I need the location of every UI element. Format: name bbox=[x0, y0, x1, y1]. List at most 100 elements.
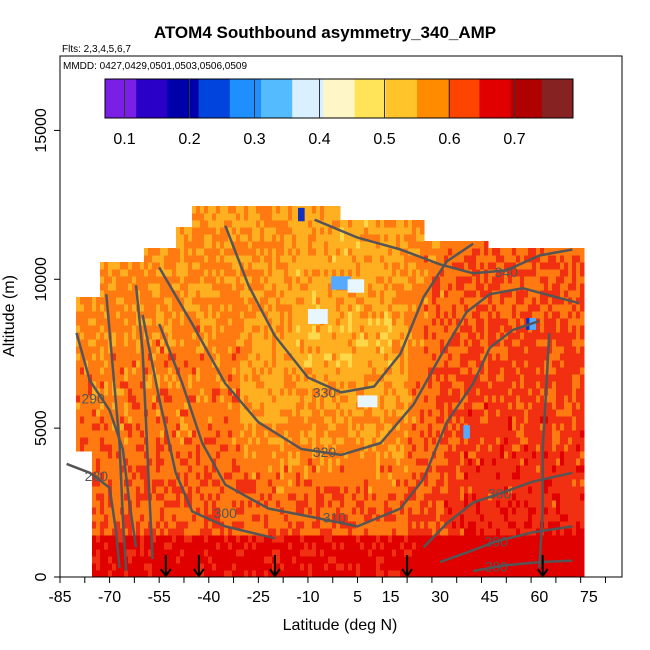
field-cell bbox=[208, 402, 213, 410]
field-cell bbox=[132, 465, 137, 473]
field-cell bbox=[444, 374, 449, 382]
field-cell bbox=[480, 437, 485, 445]
field-cell bbox=[448, 444, 453, 452]
field-cell bbox=[252, 486, 257, 494]
field-cell bbox=[228, 423, 233, 431]
field-cell bbox=[276, 255, 281, 263]
field-cell bbox=[272, 318, 277, 326]
field-cell bbox=[96, 367, 101, 375]
field-cell bbox=[412, 409, 417, 417]
field-cell bbox=[380, 248, 385, 256]
field-cell bbox=[200, 325, 205, 333]
field-cell bbox=[412, 248, 417, 256]
field-cell bbox=[448, 542, 453, 550]
field-cell bbox=[380, 479, 385, 487]
field-cell bbox=[168, 486, 173, 494]
field-cell bbox=[296, 290, 301, 298]
field-cell bbox=[220, 395, 225, 403]
field-cell bbox=[372, 325, 377, 333]
field-cell bbox=[360, 262, 365, 270]
field-cell bbox=[252, 367, 257, 375]
field-cell bbox=[324, 465, 329, 473]
field-cell bbox=[168, 374, 173, 382]
field-cell bbox=[448, 563, 453, 571]
field-cell bbox=[336, 430, 341, 438]
field-cell bbox=[420, 262, 425, 270]
field-cell bbox=[264, 241, 269, 249]
field-cell bbox=[372, 570, 377, 577]
field-cell bbox=[372, 444, 377, 452]
field-cell bbox=[328, 563, 333, 571]
field-cell bbox=[216, 479, 221, 487]
field-cell bbox=[288, 402, 293, 410]
field-cell bbox=[316, 402, 321, 410]
field-cell bbox=[200, 465, 205, 473]
field-cell bbox=[176, 325, 181, 333]
field-cell bbox=[344, 535, 349, 543]
field-cell bbox=[160, 311, 165, 319]
field-cell bbox=[280, 227, 285, 235]
field-cell bbox=[160, 570, 165, 577]
field-cell bbox=[112, 269, 117, 277]
field-cell bbox=[272, 486, 277, 494]
field-cell bbox=[268, 528, 273, 536]
field-cell bbox=[212, 493, 217, 501]
field-cell bbox=[424, 325, 429, 333]
field-cell bbox=[180, 570, 185, 577]
field-cell bbox=[368, 332, 373, 340]
field-cell bbox=[276, 388, 281, 396]
field-cell bbox=[228, 360, 233, 368]
field-cell bbox=[320, 570, 325, 577]
field-cell bbox=[252, 276, 257, 284]
field-cell bbox=[168, 521, 173, 529]
field-cell bbox=[328, 395, 333, 403]
field-cell bbox=[100, 388, 105, 396]
field-cell bbox=[224, 220, 229, 228]
field-cell bbox=[336, 262, 341, 270]
field-cell bbox=[420, 416, 425, 424]
field-cell bbox=[376, 451, 381, 459]
field-cell bbox=[388, 549, 393, 557]
field-cell bbox=[376, 248, 381, 256]
field-cell bbox=[88, 423, 93, 431]
field-cell bbox=[476, 542, 481, 550]
field-cell bbox=[116, 360, 121, 368]
field-cell bbox=[412, 430, 417, 438]
field-cell bbox=[384, 283, 389, 291]
field-cell bbox=[444, 353, 449, 361]
field-cell bbox=[172, 514, 177, 522]
field-cell bbox=[296, 304, 301, 312]
field-cell bbox=[160, 283, 165, 291]
field-cell bbox=[216, 528, 221, 536]
field-cell bbox=[472, 416, 477, 424]
field-cell bbox=[304, 220, 309, 228]
field-cell bbox=[364, 304, 369, 312]
field-cell bbox=[268, 241, 273, 249]
field-cell bbox=[168, 549, 173, 557]
field-cell bbox=[308, 521, 313, 529]
field-cell bbox=[184, 556, 189, 564]
field-cell bbox=[332, 374, 337, 382]
field-cell bbox=[112, 451, 117, 459]
field-cell bbox=[400, 262, 405, 270]
field-cell bbox=[352, 465, 357, 473]
field-cell bbox=[440, 570, 445, 577]
field-cell bbox=[96, 451, 101, 459]
field-cell bbox=[196, 388, 201, 396]
field-cell bbox=[160, 346, 165, 354]
field-cell bbox=[116, 276, 121, 284]
field-cell bbox=[352, 360, 357, 368]
field-cell bbox=[408, 262, 413, 270]
field-cell bbox=[224, 255, 229, 263]
field-cell bbox=[368, 388, 373, 396]
field-cell bbox=[136, 402, 141, 410]
field-cell bbox=[256, 535, 261, 543]
field-cell bbox=[476, 374, 481, 382]
field-cell bbox=[228, 381, 233, 389]
field-cell bbox=[444, 416, 449, 424]
field-cell bbox=[288, 311, 293, 319]
field-cell bbox=[412, 346, 417, 354]
field-cell bbox=[404, 514, 409, 522]
field-cell bbox=[132, 374, 137, 382]
field-cell bbox=[176, 444, 181, 452]
